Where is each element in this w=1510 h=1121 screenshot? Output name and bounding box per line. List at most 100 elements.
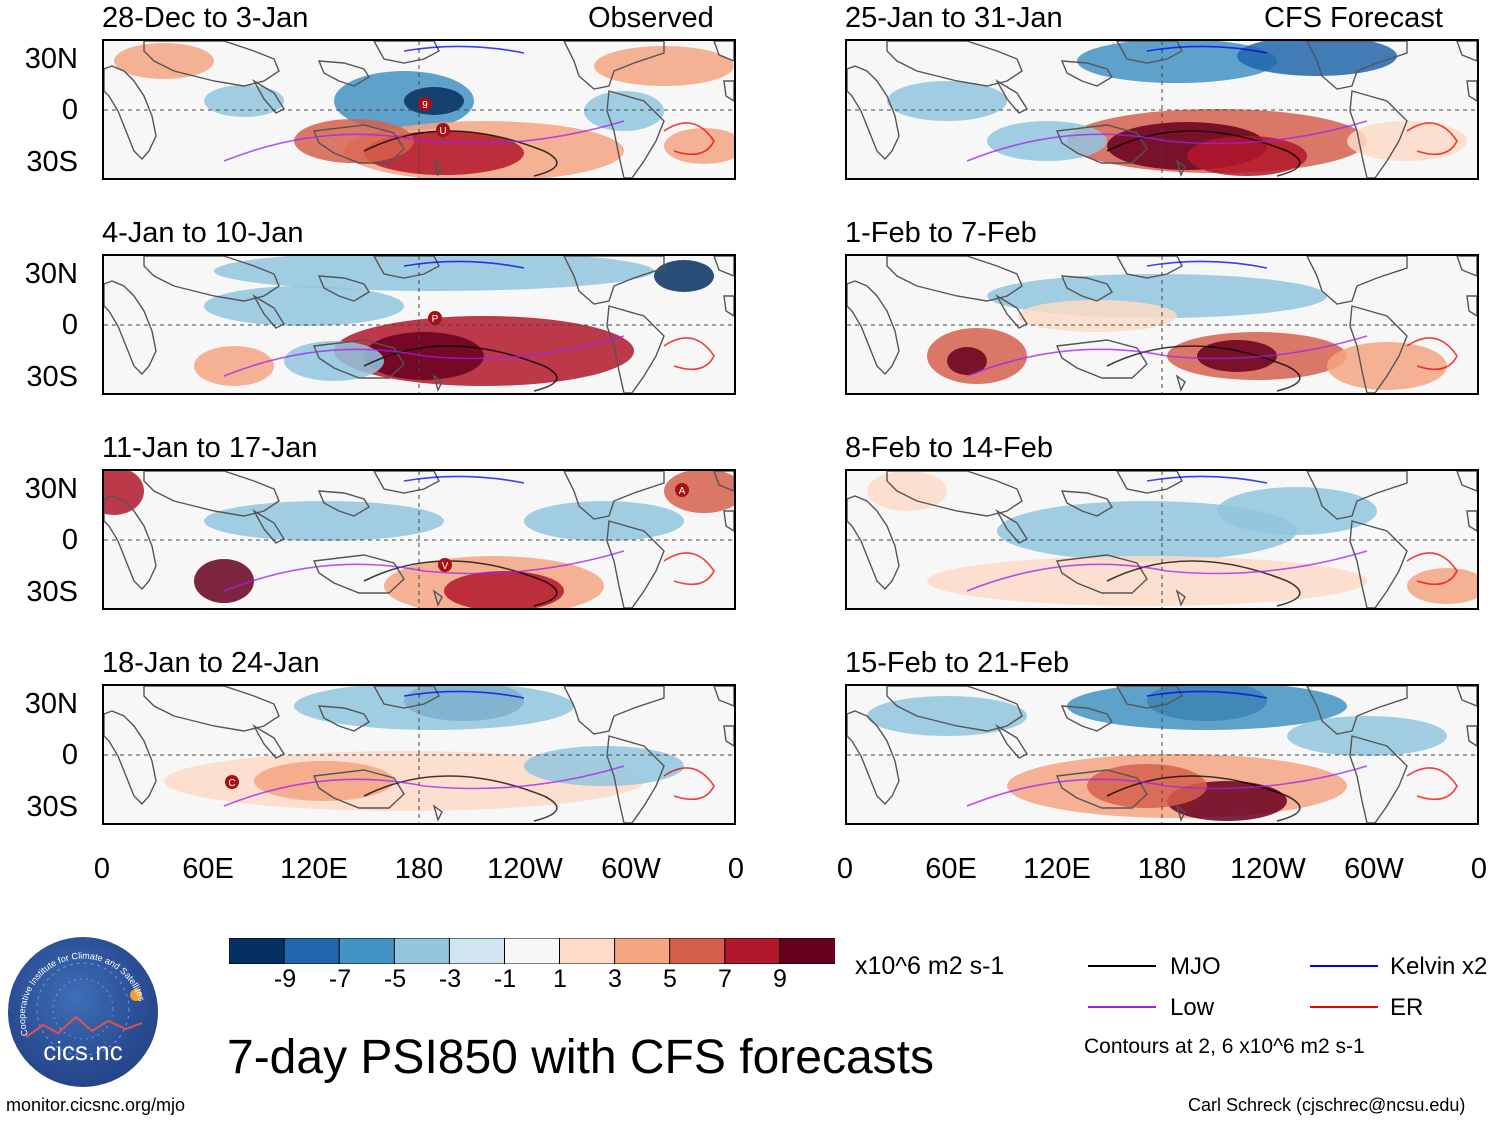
continent-outline <box>143 471 280 517</box>
colorbar-swatch <box>393 937 451 965</box>
panel-title-1: 28-Dec to 3-Jan <box>102 2 309 34</box>
x-label: 180 <box>394 853 444 885</box>
field-blob <box>664 471 734 513</box>
x-label: 180 <box>1137 853 1187 885</box>
field-blob <box>927 556 1367 606</box>
continent-outline <box>995 79 1029 114</box>
contour-line <box>403 475 525 484</box>
continent-outline <box>886 41 1023 87</box>
continent-outline <box>143 41 280 87</box>
continent-outline <box>317 275 370 302</box>
storm-label: P <box>432 314 439 325</box>
x-label: 120E <box>1023 853 1091 885</box>
continent-outline <box>1466 295 1477 317</box>
field-blob <box>867 696 1027 736</box>
x-label: 60E <box>925 853 977 885</box>
continent-outline <box>1306 471 1408 520</box>
footer-url[interactable]: monitor.cicsnc.org/mjo <box>6 1095 186 1115</box>
y-label-eq: 0 <box>61 739 78 771</box>
psi850-field <box>104 471 734 608</box>
x-label: 60E <box>182 853 234 885</box>
y-label-eq: 0 <box>61 524 78 556</box>
map-panel <box>845 39 1479 180</box>
contour-line <box>966 765 1368 807</box>
continent-outline <box>847 280 900 376</box>
psi850-field <box>847 686 1477 823</box>
legend-label-er: ER <box>1390 994 1424 1021</box>
storm-label: U <box>439 126 446 137</box>
continent-outline <box>104 65 157 161</box>
map-panel <box>102 469 736 610</box>
panel-title-6: 1-Feb to 7-Feb <box>845 217 1037 249</box>
colorbar-label: 5 <box>663 965 677 993</box>
continent-outline <box>1306 256 1408 305</box>
legend-line-low <box>1088 1006 1156 1008</box>
colorbar-swatch <box>724 937 781 965</box>
continent-outline <box>252 724 286 759</box>
field-blob <box>194 559 254 603</box>
psi850-field <box>847 256 1477 393</box>
colorbar-swatch <box>283 937 341 965</box>
y-label-30n: 30N <box>24 258 78 290</box>
continent-outline <box>563 41 665 90</box>
field-blob <box>404 87 464 115</box>
field-blob <box>1217 487 1377 535</box>
colorbar-label: 3 <box>608 965 622 993</box>
x-label: 0 <box>836 853 854 885</box>
continent-outline <box>1060 275 1113 302</box>
field-blob <box>594 46 734 86</box>
continent-outline <box>1456 256 1477 277</box>
continent-outline <box>723 510 734 532</box>
legend-line-er <box>1310 1006 1378 1008</box>
legend-label-low: Low <box>1170 994 1215 1021</box>
continent-outline <box>143 256 280 302</box>
continent-outline <box>1060 60 1113 87</box>
continent-outline <box>1175 589 1186 607</box>
continent-outline <box>1466 80 1477 102</box>
colorbar-label: -1 <box>493 965 517 993</box>
continent-outline <box>847 495 900 591</box>
continent-outline <box>1055 769 1148 809</box>
continent-outline <box>886 471 1023 517</box>
footer-author: Carl Schreck (cjschrec@ncsu.edu) <box>1188 1095 1466 1115</box>
continent-outline <box>317 490 370 517</box>
storm-label: A <box>679 486 686 497</box>
continent-outline <box>995 509 1029 544</box>
map-panel <box>845 254 1479 395</box>
contour-line <box>663 767 715 801</box>
continent-outline <box>373 256 440 279</box>
map-panel <box>102 39 736 180</box>
psi850-field <box>847 471 1477 608</box>
panel-title-5: 25-Jan to 31-Jan <box>845 2 1063 34</box>
continent-outline <box>563 686 665 735</box>
contour-line <box>223 120 625 162</box>
psi850-field <box>104 256 734 393</box>
field-blob <box>194 346 274 386</box>
main-title: 7-day PSI850 with CFS forecasts <box>227 1031 934 1084</box>
continent-outline <box>317 60 370 87</box>
continent-outline <box>1175 804 1186 822</box>
field-blob <box>1347 121 1467 161</box>
storm-marker: P <box>427 310 443 331</box>
x-label: 0 <box>93 853 111 885</box>
continent-outline <box>1456 471 1477 492</box>
contour-line <box>403 45 525 54</box>
continent-outline <box>1456 686 1477 707</box>
panel-title-3: 11-Jan to 17-Jan <box>102 432 318 464</box>
colorbar-swatch <box>669 937 726 965</box>
contour-line <box>1406 337 1458 371</box>
storm-marker: A <box>674 482 690 503</box>
contour-line <box>966 120 1368 162</box>
panel-title-7: 8-Feb to 14-Feb <box>845 432 1053 464</box>
field-blob <box>524 501 684 541</box>
psi850-field <box>104 686 734 823</box>
field-blob <box>1077 41 1277 83</box>
field-blob <box>1087 764 1207 808</box>
colorbar-swatch <box>338 937 396 965</box>
contour-note: Contours at 2, 6 x10^6 m2 s-1 <box>1084 1035 1365 1058</box>
contour-line <box>1406 552 1458 586</box>
contour-line <box>663 552 715 586</box>
continent-outline <box>713 686 734 707</box>
continent-outline <box>312 124 405 164</box>
colorbar-swatch <box>228 937 286 965</box>
